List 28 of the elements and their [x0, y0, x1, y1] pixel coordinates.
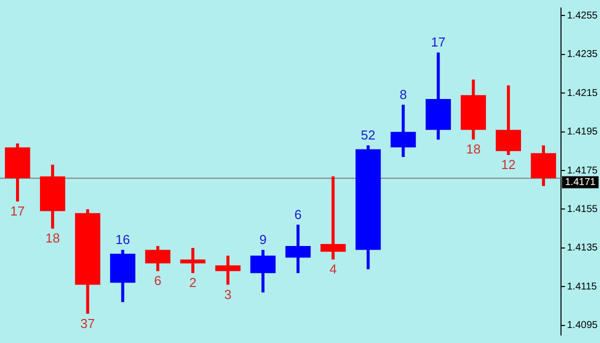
ref-line-label: 1.4171 — [565, 177, 596, 188]
text: 17 — [10, 204, 25, 219]
y-tick-label: 1.4235 — [567, 49, 598, 60]
text: 12 — [501, 157, 516, 172]
candlestick — [215, 256, 241, 285]
text: 2 — [189, 275, 196, 290]
text: 17 — [431, 34, 446, 50]
candlestick — [180, 248, 206, 274]
y-tick-label: 1.4155 — [567, 204, 598, 215]
y-tick-label: 1.4115 — [567, 281, 598, 292]
text: 6 — [154, 273, 162, 288]
text: 16 — [115, 232, 130, 247]
candlestick — [320, 176, 346, 260]
text: 52 — [360, 127, 376, 142]
text: 6 — [294, 206, 302, 222]
y-tick-label: 1.4135 — [567, 242, 598, 254]
y-tick-label: 1.4255 — [567, 10, 598, 22]
text: 3 — [224, 286, 232, 302]
text: 18 — [466, 142, 481, 157]
text: 37 — [80, 316, 95, 331]
text: 18 — [45, 230, 60, 246]
y-tick-label: 1.4195 — [567, 126, 598, 138]
y-tick-label: 1.4095 — [567, 320, 598, 332]
text: 8 — [400, 86, 407, 102]
y-tick-label: 1.4215 — [567, 88, 598, 99]
y-tick-label: 1.4175 — [567, 165, 598, 176]
text: 9 — [259, 232, 267, 247]
text: 4 — [329, 262, 337, 277]
